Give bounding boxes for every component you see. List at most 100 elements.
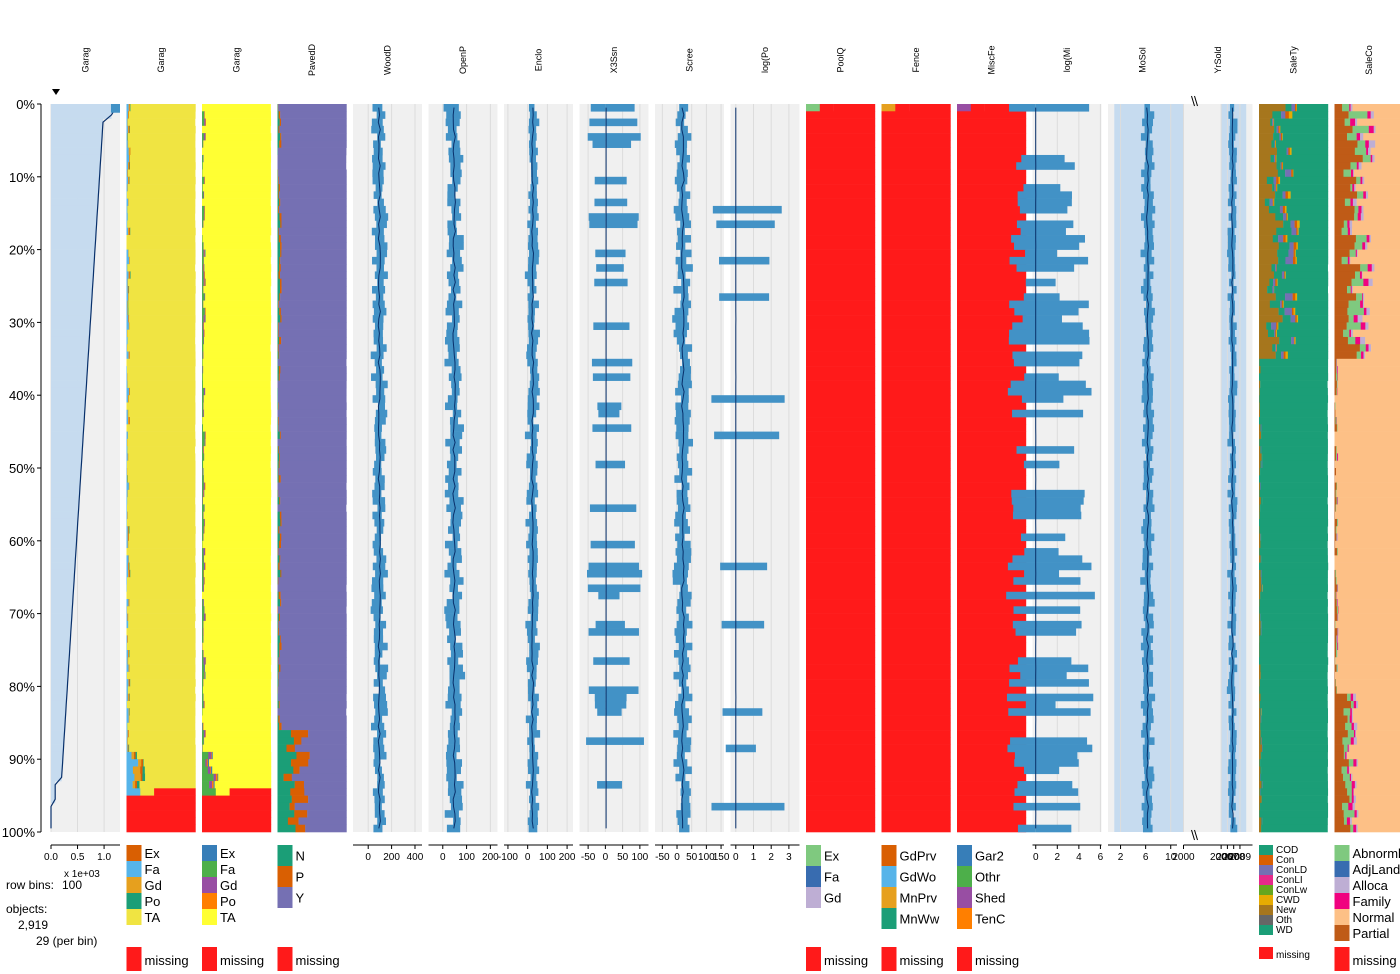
bin-bar bbox=[1145, 417, 1153, 425]
category-segment bbox=[1275, 351, 1282, 360]
category-segment bbox=[1277, 322, 1279, 330]
category-segment bbox=[127, 650, 129, 658]
category-segment bbox=[128, 417, 130, 425]
category-segment bbox=[205, 278, 272, 287]
category-segment bbox=[1337, 373, 1339, 381]
category-segment bbox=[139, 781, 196, 789]
category-segment bbox=[202, 599, 204, 607]
category-segment bbox=[1259, 642, 1260, 651]
x-tick-label: -50 bbox=[655, 852, 670, 863]
bin-bar bbox=[1144, 242, 1154, 250]
category-segment bbox=[289, 802, 295, 811]
category-segment bbox=[126, 540, 128, 549]
category-segment bbox=[281, 533, 347, 542]
bin-bar bbox=[674, 176, 688, 185]
category-segment bbox=[281, 540, 347, 549]
category-segment bbox=[957, 518, 1027, 527]
bin-bar bbox=[605, 220, 638, 229]
category-segment bbox=[126, 482, 130, 491]
bin-bar bbox=[530, 700, 538, 709]
category-segment bbox=[881, 438, 951, 447]
category-segment bbox=[957, 657, 1027, 665]
category-segment bbox=[202, 686, 271, 694]
category-segment bbox=[1375, 125, 1400, 134]
category-segment bbox=[202, 628, 204, 636]
bin-bar bbox=[587, 584, 606, 593]
category-segment bbox=[806, 700, 876, 709]
category-segment bbox=[1280, 133, 1283, 141]
bin-bar bbox=[676, 810, 691, 818]
y-tick-label: 30% bbox=[9, 315, 35, 330]
category-segment bbox=[202, 693, 204, 702]
category-segment bbox=[1334, 482, 1337, 491]
bin-bar bbox=[1228, 184, 1235, 192]
mean-bar bbox=[51, 351, 89, 360]
bin-bar bbox=[376, 220, 387, 229]
bin-bar bbox=[1035, 569, 1060, 578]
category-segment bbox=[126, 569, 129, 578]
category-segment bbox=[1337, 642, 1339, 651]
category-segment bbox=[127, 336, 196, 345]
category-segment bbox=[1259, 162, 1277, 170]
category-segment bbox=[278, 715, 280, 724]
bin-bar bbox=[1142, 751, 1150, 760]
category-segment bbox=[1334, 118, 1345, 127]
category-segment bbox=[1259, 482, 1261, 491]
legend-label-missing: missing bbox=[296, 953, 340, 968]
bin-bar bbox=[447, 730, 458, 738]
category-segment bbox=[1347, 227, 1351, 236]
category-segment bbox=[204, 489, 272, 498]
category-segment bbox=[1291, 104, 1296, 112]
bin-bar bbox=[377, 730, 387, 738]
category-segment bbox=[1259, 446, 1261, 454]
bin-bar bbox=[450, 802, 463, 811]
bin-bar bbox=[377, 198, 384, 207]
bin-bar bbox=[680, 351, 688, 360]
category-segment bbox=[806, 468, 876, 476]
category-segment bbox=[1338, 518, 1400, 527]
bin-bar bbox=[529, 380, 539, 389]
category-segment bbox=[126, 431, 129, 440]
bin-bar bbox=[372, 788, 383, 796]
category-segment bbox=[293, 766, 300, 775]
bin-bar bbox=[1012, 511, 1036, 520]
category-segment bbox=[1291, 336, 1295, 345]
bin-bar bbox=[1228, 810, 1233, 818]
bin-bar bbox=[605, 373, 631, 381]
category-segment bbox=[202, 686, 204, 694]
category-segment bbox=[278, 591, 281, 600]
category-segment bbox=[202, 584, 204, 593]
bin-bar bbox=[451, 286, 461, 294]
category-segment bbox=[1259, 759, 1261, 767]
bin-bar bbox=[1016, 220, 1036, 229]
category-segment bbox=[957, 460, 1027, 469]
category-segment bbox=[1260, 715, 1262, 724]
category-segment bbox=[202, 147, 271, 156]
bin-bar bbox=[443, 104, 459, 112]
x-tick-label: 2000 bbox=[1172, 852, 1195, 863]
category-segment bbox=[278, 613, 281, 622]
category-segment bbox=[1260, 446, 1262, 454]
bin-bar bbox=[1229, 468, 1235, 476]
category-segment bbox=[1335, 591, 1337, 600]
category-segment bbox=[1285, 235, 1288, 243]
bin-bar bbox=[449, 446, 463, 454]
category-segment bbox=[957, 417, 1027, 425]
legend-swatch bbox=[126, 893, 142, 909]
bin-bar bbox=[1229, 424, 1236, 432]
legend-swatch-missing bbox=[126, 947, 142, 971]
category-segment bbox=[138, 759, 142, 767]
category-segment bbox=[1358, 205, 1362, 214]
category-segment bbox=[1346, 751, 1348, 760]
category-segment bbox=[203, 722, 271, 731]
category-segment bbox=[957, 751, 1027, 760]
bin-bar bbox=[675, 533, 685, 542]
category-segment bbox=[126, 591, 196, 600]
category-segment bbox=[1352, 184, 1355, 192]
category-segment bbox=[129, 387, 196, 396]
category-segment bbox=[1334, 125, 1353, 134]
legend-label: Family bbox=[1353, 894, 1392, 909]
category-segment bbox=[278, 402, 279, 411]
category-segment bbox=[126, 293, 129, 301]
